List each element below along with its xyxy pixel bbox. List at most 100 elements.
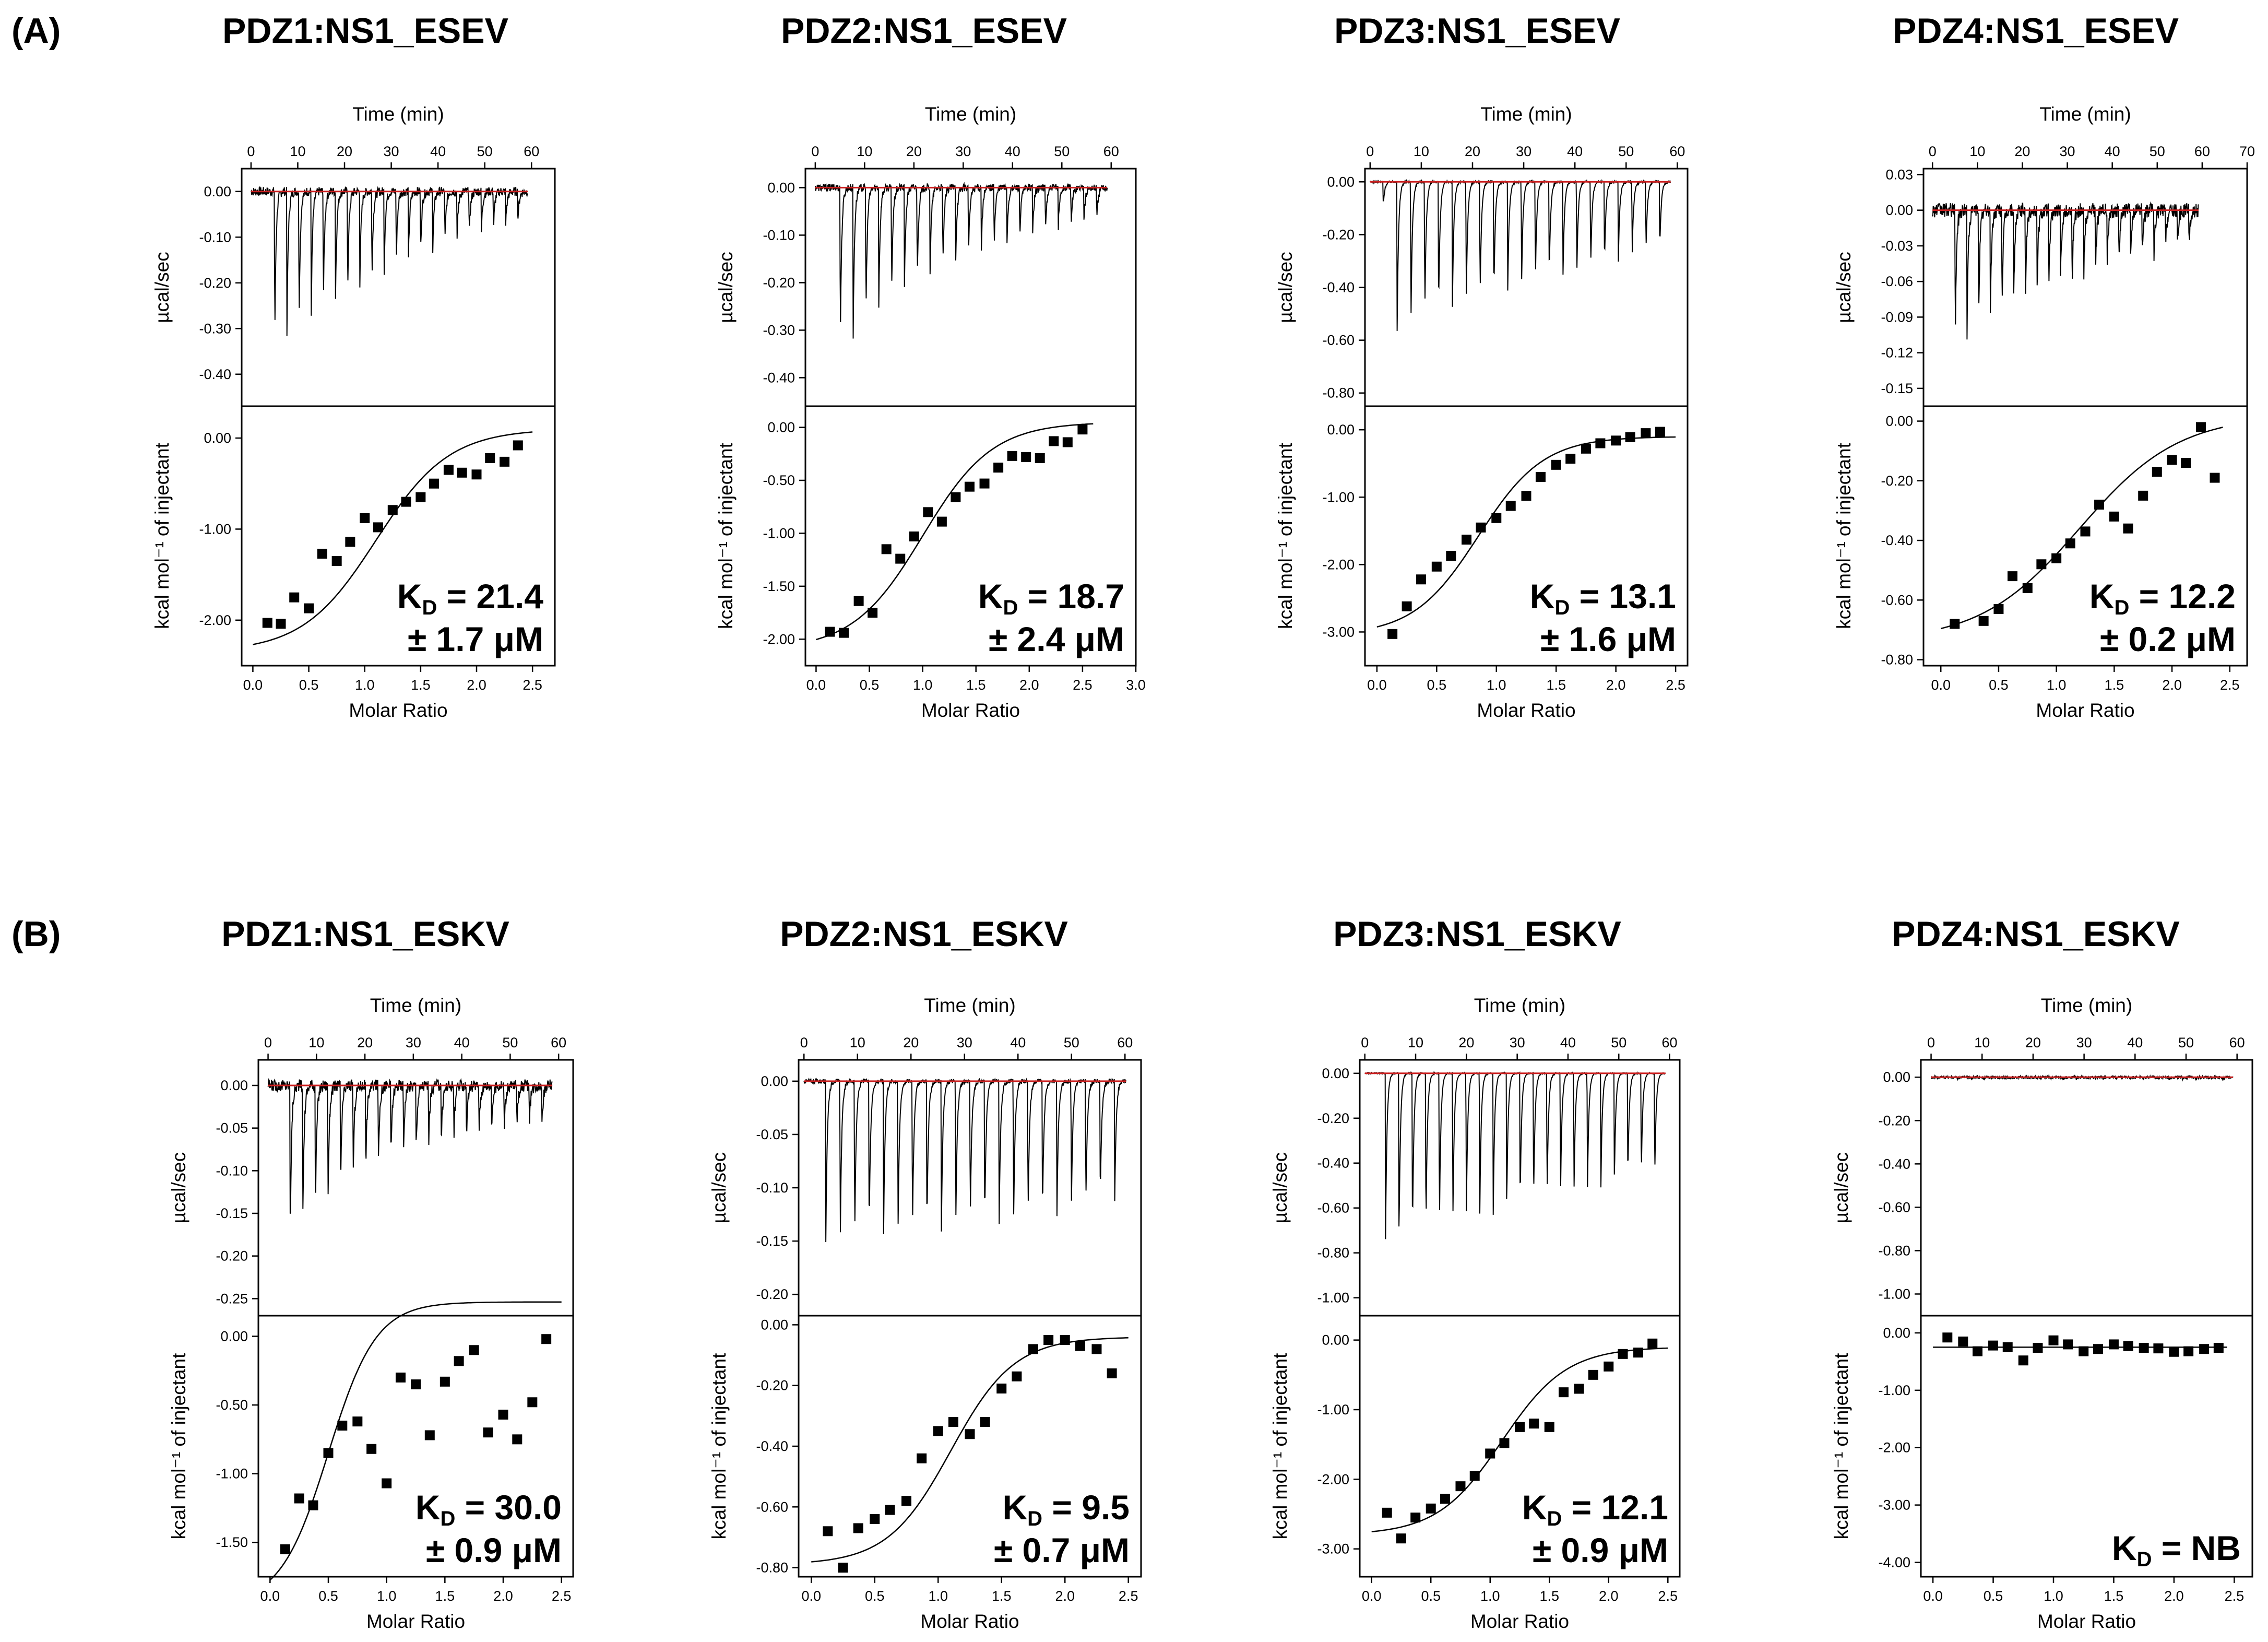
data-point <box>1396 1533 1406 1544</box>
kd-subscript: D <box>2114 596 2129 619</box>
enthalpy-tick-label: -0.40 <box>756 1438 788 1454</box>
molar-ratio-tick-label: 1.5 <box>2105 677 2124 693</box>
time-axis-label: Time (min) <box>352 103 444 125</box>
enthalpy-axis-label: kcal mol⁻¹ of injectant <box>1275 442 1296 629</box>
data-point <box>424 1430 435 1440</box>
data-point <box>1476 522 1486 533</box>
data-point <box>2065 538 2075 549</box>
raw-heat-trace <box>251 186 528 336</box>
time-tick-label: 50 <box>1611 1035 1626 1050</box>
fit-curve <box>1940 427 2223 630</box>
data-point <box>936 516 947 527</box>
data-point <box>323 1448 334 1458</box>
kd-number: = 21.4 <box>437 577 543 616</box>
molar-ratio-axis-label: Molar Ratio <box>366 1611 465 1632</box>
time-axis-label: Time (min) <box>2039 103 2131 125</box>
data-point <box>294 1493 304 1504</box>
time-tick-label: 50 <box>502 1035 518 1050</box>
data-point <box>1595 438 1606 448</box>
fit-curve <box>269 1301 562 1581</box>
data-point <box>885 1505 895 1515</box>
data-point <box>2123 1341 2133 1351</box>
power-tick-label: 0.00 <box>761 1073 788 1089</box>
time-tick-label: 10 <box>1408 1035 1423 1050</box>
power-tick-label: 0.00 <box>1327 174 1355 190</box>
power-tick-label: -0.15 <box>756 1233 788 1249</box>
time-tick-label: 0 <box>1366 144 1374 159</box>
enthalpy-tick-label: -1.00 <box>1878 1383 1910 1398</box>
data-point <box>308 1500 318 1510</box>
chart-title: PDZ2:NS1_ESEV <box>781 11 1067 51</box>
kd-error: ± 0.9 μM <box>1533 1531 1668 1569</box>
data-point <box>345 537 355 547</box>
kd-number: = 13.1 <box>1570 577 1676 616</box>
time-axis-label: Time (min) <box>924 995 1015 1016</box>
power-tick-label: 0.00 <box>1883 1069 1910 1085</box>
data-point <box>1440 1494 1450 1504</box>
enthalpy-tick-label: 0.00 <box>1883 1325 1910 1341</box>
data-point <box>304 603 314 613</box>
kd-symbol: K <box>2112 1529 2137 1567</box>
kd-number: = 12.1 <box>1562 1488 1668 1527</box>
fit-curve <box>253 431 533 645</box>
kd-symbol: K <box>978 577 1003 616</box>
molar-ratio-tick-label: 1.0 <box>355 677 375 693</box>
power-tick-label: -0.20 <box>216 1248 248 1264</box>
data-point <box>1499 1438 1510 1448</box>
molar-ratio-axis-label: Molar Ratio <box>2037 1611 2136 1632</box>
power-tick-label: -0.20 <box>1317 1111 1349 1126</box>
molar-ratio-tick-label: 0.5 <box>1989 677 2009 693</box>
data-point <box>1077 424 1088 435</box>
chart-title: PDZ4:NS1_ESKV <box>1892 914 2180 954</box>
data-point <box>979 478 990 489</box>
isotherm-plot-frame <box>1359 1315 1681 1578</box>
data-point <box>1049 436 1059 446</box>
data-point <box>1993 604 2004 614</box>
kd-number: = NB <box>2152 1529 2241 1567</box>
kd-subscript: D <box>1547 1507 1562 1530</box>
data-point <box>1491 513 1502 523</box>
chart-title: PDZ3:NS1_ESKV <box>1333 914 1621 954</box>
molar-ratio-tick-label: 2.5 <box>1658 1588 1678 1604</box>
time-tick-label: 50 <box>1618 144 1634 159</box>
time-tick-label: 40 <box>1567 144 1583 159</box>
power-tick-label: -1.00 <box>1317 1290 1349 1306</box>
time-tick-label: 50 <box>1054 144 1070 159</box>
data-point <box>527 1397 538 1408</box>
kd-subscript: D <box>422 596 437 619</box>
data-point <box>387 505 398 515</box>
power-tick-label: -0.60 <box>1322 333 1355 348</box>
data-point <box>1515 1422 1525 1432</box>
data-point <box>454 1356 464 1366</box>
molar-ratio-tick-label: 1.0 <box>913 677 933 693</box>
enthalpy-tick-label: -3.00 <box>1878 1497 1910 1513</box>
molar-ratio-tick-label: 1.5 <box>1539 1588 1559 1604</box>
enthalpy-tick-label: -1.00 <box>1317 1402 1349 1417</box>
time-tick-label: 10 <box>1974 1035 1990 1050</box>
time-tick-label: 30 <box>2076 1035 2092 1050</box>
enthalpy-axis-label: kcal mol⁻¹ of injectant <box>1831 1353 1852 1539</box>
enthalpy-tick-label: -2.00 <box>1317 1471 1349 1487</box>
time-tick-label: 70 <box>2239 144 2255 159</box>
data-point <box>901 1496 912 1506</box>
data-point <box>1462 535 1472 545</box>
data-point <box>1625 432 1635 442</box>
molar-ratio-tick-label: 0.0 <box>1923 1588 1943 1604</box>
kd-value: KD = 21.4 <box>397 577 544 619</box>
kd-symbol: K <box>1522 1488 1547 1527</box>
raw-plot-frame <box>1920 1059 2253 1317</box>
data-point <box>1062 437 1073 447</box>
data-point <box>1574 1384 1584 1394</box>
kd-value: KD = NB <box>2112 1529 2241 1571</box>
time-tick-label: 20 <box>2014 144 2030 159</box>
molar-ratio-tick-label: 1.0 <box>1480 1588 1500 1604</box>
kd-error: ± 0.9 μM <box>426 1531 562 1569</box>
molar-ratio-axis-label: Molar Ratio <box>1470 1611 1569 1632</box>
time-tick-label: 30 <box>384 144 399 159</box>
time-tick-label: 0 <box>811 144 819 159</box>
data-point <box>457 467 467 478</box>
molar-ratio-tick-label: 2.0 <box>467 677 486 693</box>
data-point <box>2008 571 2017 582</box>
